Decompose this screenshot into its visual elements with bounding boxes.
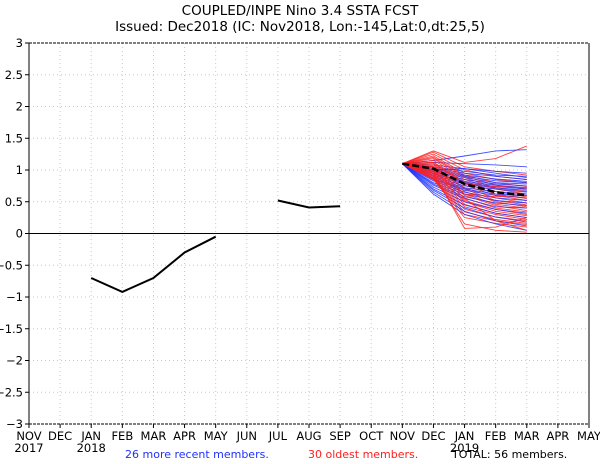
chart-title: COUPLED/INPE Nino 3.4 SSTA FCST: [182, 3, 419, 19]
y-tick-label: −0.5: [0, 258, 23, 272]
y-tick-label: −2.5: [0, 385, 23, 399]
y-tick-label: −1: [6, 290, 23, 304]
legend-recent-members: 26 more recent members.: [125, 448, 269, 461]
x-tick-label: DEC: [421, 429, 445, 443]
member-line-oldest: [402, 151, 527, 176]
x-tick-label: SEP: [329, 429, 351, 443]
x-tick-label: NOV: [390, 429, 415, 443]
ensemble-mean-series: [402, 162, 527, 197]
member-line-recent: [402, 163, 527, 201]
legend-total-members: TOTAL: 56 members.: [451, 448, 567, 461]
legend-oldest-members: 30 oldest members.: [308, 448, 418, 461]
member-line-recent: [402, 163, 527, 207]
x-tick-label: JUN: [236, 429, 257, 443]
x-tick-label: APR: [546, 429, 569, 443]
y-tick-label: 2: [16, 100, 23, 114]
y-tick-label: 1.5: [5, 131, 23, 145]
x-tick-label: FEB: [111, 429, 133, 443]
y-tick-label: 0.5: [5, 195, 23, 209]
x-year-label: 2019: [450, 441, 479, 455]
y-ticks: 3 2.5 2 1.5 1 0.5 0 −0.5 −1 −1.5 −2 −2.5 −3: [0, 36, 29, 431]
chart-subtitle: Issued: Dec2018 (IC: Nov2018, Lon:-145,L…: [115, 19, 485, 35]
observed-series: [90, 199, 341, 293]
x-tick-label: MAY: [577, 429, 600, 443]
x-tick-label: NOV: [16, 429, 41, 443]
x-tick-label: MAY: [204, 429, 229, 443]
y-tick-label: −2: [6, 354, 23, 368]
x-ticks: NOV DEC JAN FEB MAR APR MAY JUN JUL AUG SEP OCT NOV D…: [14, 424, 600, 455]
y-tick-label: 0: [16, 227, 23, 241]
x-tick-label: AUG: [296, 429, 321, 443]
member-line-recent: [401, 163, 527, 231]
x-year-label: 2017: [14, 441, 43, 455]
observed-line: [277, 199, 341, 209]
y-tick-label: −1.5: [0, 322, 23, 336]
member-line-oldest: [402, 163, 527, 198]
member-line-oldest: [402, 163, 527, 228]
member-line-oldest: [402, 163, 527, 213]
x-year-label: 2018: [77, 441, 106, 455]
x-tick-label: MAR: [514, 429, 540, 443]
member-line-recent: [401, 163, 527, 227]
observed-line: [90, 235, 217, 293]
x-tick-label: APR: [173, 429, 196, 443]
x-tick-label: JUL: [268, 429, 288, 443]
x-tick-label: JAN: [454, 429, 475, 443]
x-tick-label: DEC: [48, 429, 72, 443]
ensemble-mean-line: [402, 162, 527, 197]
y-tick-label: 1: [16, 163, 23, 177]
grid: [29, 43, 589, 424]
x-tick-label: FEB: [485, 429, 507, 443]
y-tick-label: 3: [16, 36, 23, 50]
member-line-recent: [402, 163, 527, 219]
x-tick-label: MAR: [141, 429, 167, 443]
member-line-oldest: [402, 163, 527, 233]
x-tick-label: OCT: [359, 429, 384, 443]
x-tick-label: JAN: [80, 429, 101, 443]
member-line-recent: [402, 163, 527, 223]
y-tick-label: 2.5: [5, 68, 23, 82]
member-line-recent: [402, 163, 527, 214]
member-line-oldest: [402, 145, 527, 165]
y-tick-label: −3: [6, 417, 23, 431]
